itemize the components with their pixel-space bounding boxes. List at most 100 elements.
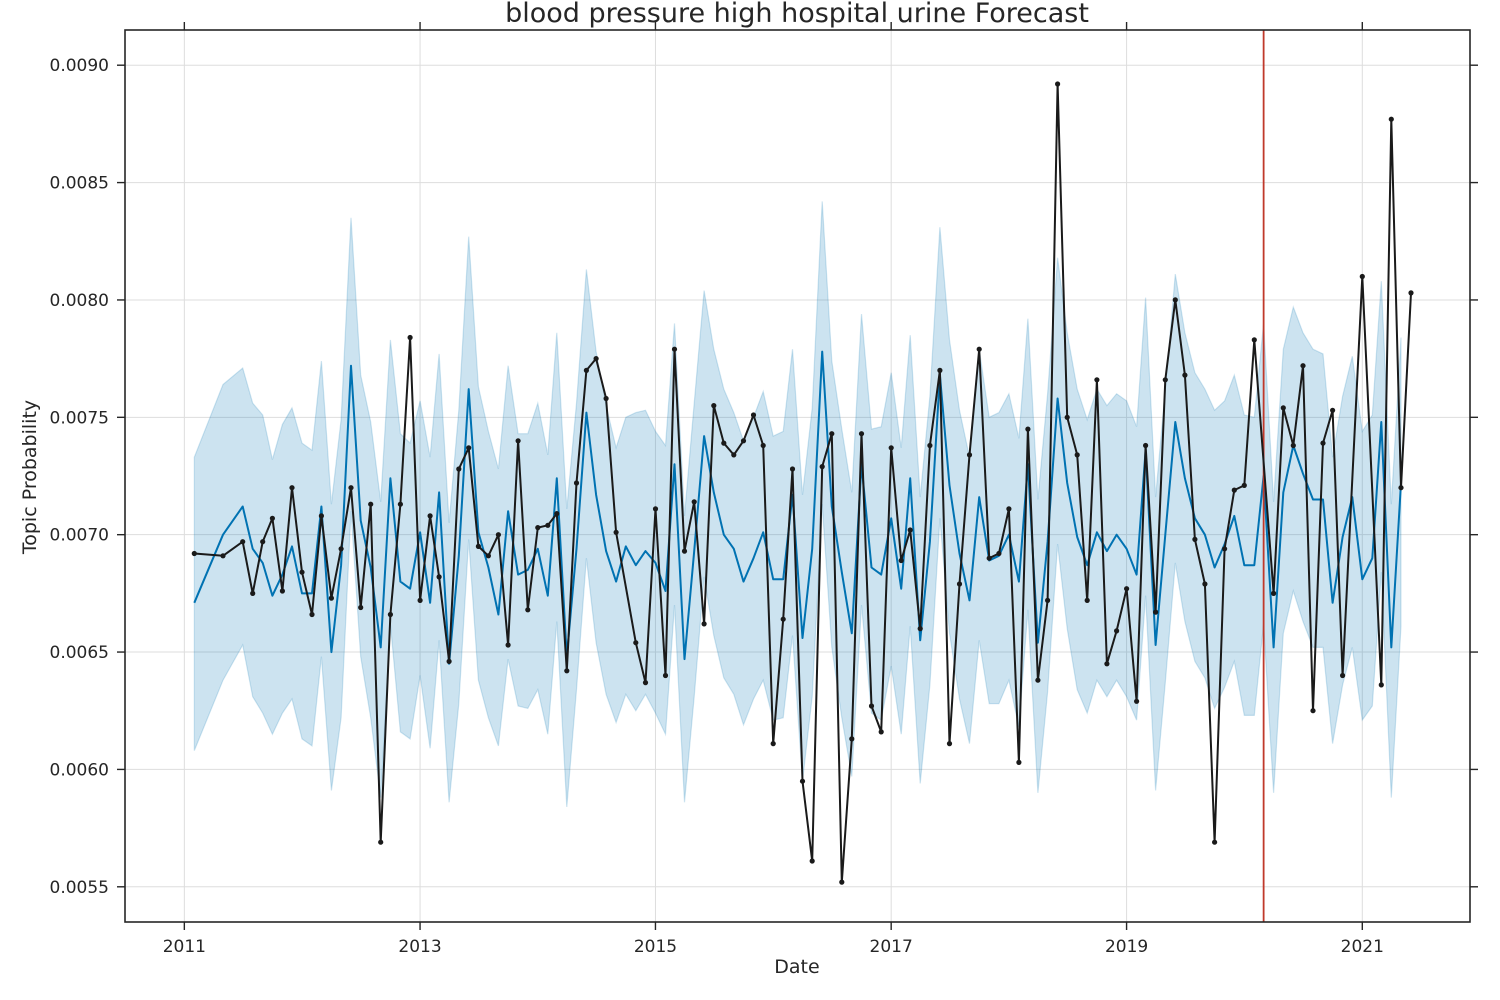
actual-point [760,442,766,449]
actual-point [770,741,776,747]
actual-point [191,550,197,557]
actual-point [1320,440,1326,446]
actual-point [1074,452,1080,458]
actual-point [681,548,688,554]
axis-ticks: 2011 2013 2015 2017 2019 2021 0.0055 0.0060 0.00… [50,22,1478,957]
actual-point [1398,485,1404,491]
actual-point [1222,546,1228,552]
actual-point [633,640,639,646]
y-tick-label: 0.0080 [50,291,109,311]
chart-title: blood pressure high hospital urine Forec… [505,0,1089,29]
actual-point [829,431,835,437]
x-tick-label: 2019 [1105,937,1148,957]
actual-point [1192,536,1198,543]
actual-line [194,83,1412,884]
actual-point [260,539,266,545]
actual-point [1035,677,1041,683]
actual-point [1330,407,1336,413]
actual-point [368,501,374,507]
actual-point [1231,487,1237,493]
y-tick-label: 0.0090 [50,56,109,76]
y-tick-label: 0.0055 [50,878,109,898]
actual-point [1241,482,1247,488]
actual-point [485,553,491,559]
actual-point [279,588,285,594]
actual-point [309,611,315,618]
actual-point [1153,609,1159,615]
actual-point [427,513,433,519]
actual-point [878,729,884,735]
actual-point [966,452,973,458]
actual-point [1300,363,1306,369]
uncertainty-band [193,201,1402,808]
actual-point [1271,590,1277,597]
actual-point [525,607,531,613]
actual-point [338,546,344,552]
actual-point [446,658,452,665]
actual-point [289,485,295,491]
plot-frame [124,29,1471,923]
actual-point [839,879,845,885]
actual-point [240,539,246,545]
x-tick-label: 2017 [870,937,913,957]
actual-point [1251,337,1257,343]
actual-point [407,334,413,341]
actual-point [564,668,570,674]
x-tick-label: 2021 [1341,937,1384,957]
actual-point [642,680,649,686]
actual-point [731,452,737,458]
actual-point [593,356,599,362]
actual-point [250,590,256,597]
actual-point [466,445,472,451]
actual-point [1084,597,1090,604]
actual-point [583,367,590,373]
actual-point [1025,426,1031,432]
actual-point [868,703,875,709]
actual-point [652,506,659,512]
actual-point [898,557,904,564]
actual-point [721,440,727,446]
actual-point [1134,698,1140,704]
actual-point [671,346,678,352]
actual-point [1182,372,1188,378]
actual-point [711,403,717,409]
actual-point [603,395,609,402]
actual-point [946,741,953,747]
actual-point [1202,581,1208,587]
actual-point [1378,682,1384,688]
actual-point [1310,708,1316,714]
actual-point [1016,759,1022,766]
actual-point [475,543,481,550]
uncertainty-band-layer [193,201,1402,808]
actual-point [986,555,992,561]
actual-series-layer [191,81,1414,885]
actual-point [691,499,697,505]
actual-point [927,442,933,449]
actual-point [397,501,403,507]
actual-point [750,412,757,418]
actual-point [495,532,501,538]
actual-point [956,581,963,587]
actual-point [1340,672,1346,679]
actual-point [1006,506,1012,512]
y-tick-label: 0.0065 [50,643,109,663]
y-tick-label: 0.0070 [50,526,109,546]
actual-point [809,858,815,864]
x-axis-title: Date [774,956,819,978]
forecast-line [193,350,1402,665]
actual-point [505,642,511,648]
actual-point [378,839,384,845]
actual-point [535,525,541,531]
actual-point [613,529,619,535]
actual-point [888,445,894,451]
actual-point [554,510,560,517]
actual-point [220,553,226,559]
actual-point [515,438,521,444]
actual-point [1408,290,1414,296]
actual-point [1212,839,1218,845]
actual-point [1172,297,1178,303]
forecast-line-layer [193,350,1402,665]
actual-point [1280,405,1286,411]
actual-point [1359,273,1365,280]
actual-point [456,466,462,472]
